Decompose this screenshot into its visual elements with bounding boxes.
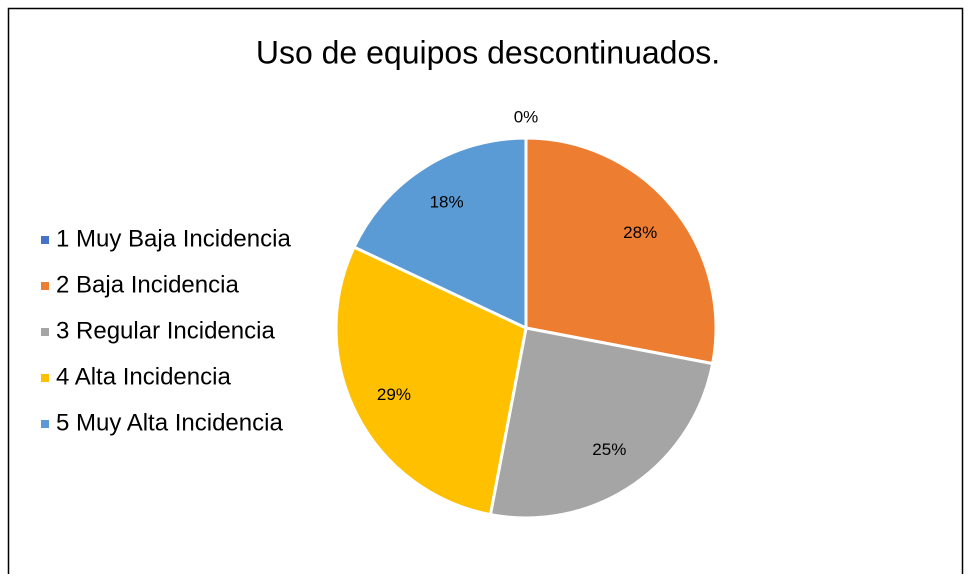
legend-label: 3 Regular Incidencia: [56, 317, 275, 344]
legend-label: 4 Alta Incidencia: [56, 363, 231, 390]
data-label: 29%: [377, 385, 411, 404]
legend-swatch: [41, 374, 49, 382]
chart-title: Uso de equipos descontinuados.: [256, 34, 720, 70]
legend-swatch: [41, 282, 49, 290]
legend-swatch: [41, 328, 49, 336]
legend-label: 1 Muy Baja Incidencia: [56, 225, 291, 252]
pie-slice: [488, 326, 715, 520]
pie-slice: [352, 136, 528, 331]
pie-slice: [334, 245, 528, 517]
legend-swatch: [41, 236, 49, 244]
legend-swatch: [41, 420, 49, 428]
data-label: 28%: [623, 223, 657, 242]
legend-label: 2 Baja Incidencia: [56, 271, 239, 298]
data-label: 25%: [592, 440, 626, 459]
legend-label: 5 Muy Alta Incidencia: [56, 409, 283, 436]
data-label: 18%: [430, 192, 464, 211]
data-label: 0%: [514, 107, 539, 126]
pie-slice: [524, 136, 718, 366]
